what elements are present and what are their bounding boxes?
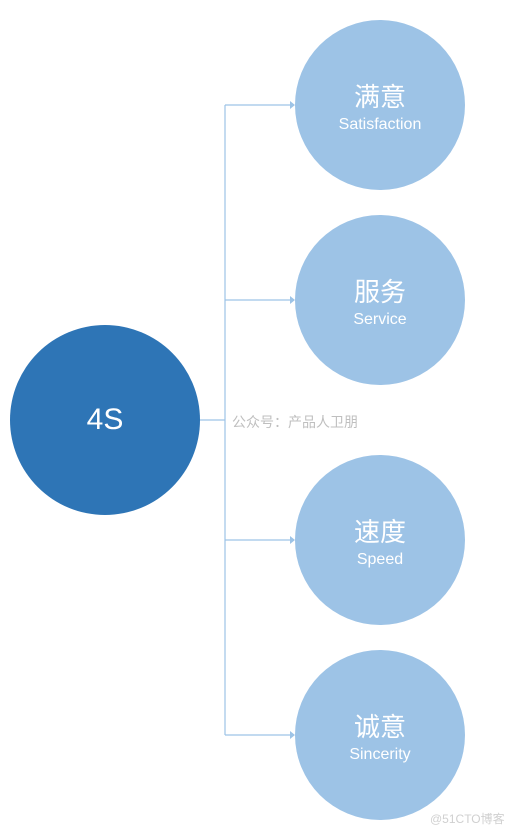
child-title-1: 服务 bbox=[354, 272, 406, 309]
child-node-0: 满意 Satisfaction bbox=[295, 20, 465, 190]
child-node-1: 服务 Service bbox=[295, 215, 465, 385]
child-subtitle-0: Satisfaction bbox=[339, 116, 422, 134]
child-title-2: 速度 bbox=[354, 512, 406, 549]
root-label: 4S bbox=[87, 403, 124, 437]
center-caption: 公众号：产品人卫朋 bbox=[232, 412, 358, 432]
child-title-0: 满意 bbox=[354, 77, 406, 114]
child-subtitle-1: Service bbox=[353, 311, 406, 329]
child-subtitle-2: Speed bbox=[357, 551, 403, 569]
child-node-2: 速度 Speed bbox=[295, 455, 465, 625]
child-subtitle-3: Sincerity bbox=[349, 746, 410, 764]
child-title-3: 诚意 bbox=[354, 707, 406, 744]
watermark-text: @51CTO博客 bbox=[430, 810, 505, 827]
root-node: 4S bbox=[10, 325, 200, 515]
child-node-3: 诚意 Sincerity bbox=[295, 650, 465, 820]
